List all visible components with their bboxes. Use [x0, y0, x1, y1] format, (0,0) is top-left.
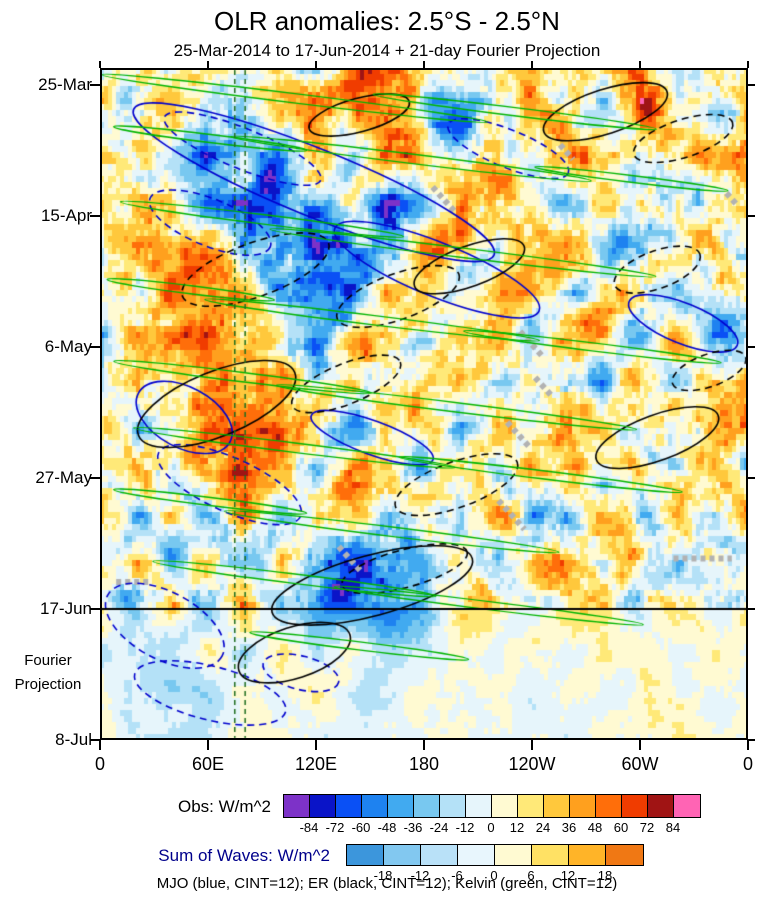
axis-tick-mark: [748, 345, 755, 348]
colorbar-tick-label: -72: [325, 820, 345, 835]
colorbar-cell: [336, 795, 362, 817]
axis-tick-mark: [748, 476, 755, 479]
waves-colorbar-label: Sum of Waves: W/m^2: [158, 846, 330, 865]
colorbar-cell: [492, 795, 518, 817]
colorbar-tick-label: -12: [455, 820, 475, 835]
x-tick-label: 60W: [621, 754, 659, 774]
axis-tick-mark: [90, 345, 100, 348]
axis-tick-mark: [748, 607, 755, 610]
axis-tick-mark: [315, 740, 317, 750]
y-tick-label: 27-May: [35, 467, 92, 487]
axis-tick-mark: [639, 740, 641, 750]
axis-tick-mark: [747, 740, 749, 750]
axis-tick-mark: [747, 61, 749, 68]
colorbar-cell: [570, 795, 596, 817]
colorbar-cell: [495, 845, 532, 865]
fourier-projection-label-line2: Projection: [14, 676, 82, 693]
colorbar-tick-label: 60: [613, 820, 629, 835]
axis-tick-mark: [207, 740, 209, 750]
colorbar-cell: [606, 845, 643, 865]
colorbar-tick-label: 36: [561, 820, 577, 835]
colorbar-tick-label: 72: [639, 820, 655, 835]
x-tick-label: 180: [408, 754, 440, 774]
y-tick-label: 6-May: [44, 336, 92, 356]
colorbar-tick-label: 84: [665, 820, 681, 835]
colorbar-cell: [284, 795, 310, 817]
x-tick-label: 120E: [294, 754, 338, 774]
axis-tick-mark: [748, 83, 755, 86]
axis-tick-mark: [639, 61, 641, 68]
colorbar-cell: [518, 795, 544, 817]
colorbar-tick-label: 6: [527, 868, 535, 883]
axis-tick-mark: [90, 739, 100, 741]
colorbar-tick-label: 48: [587, 820, 603, 835]
axis-tick-mark: [531, 61, 533, 68]
y-tick-label: 25-Mar: [38, 74, 92, 94]
colorbar-cell: [347, 845, 384, 865]
x-tick-label: 0: [94, 754, 105, 774]
colorbar-cell: [440, 795, 466, 817]
colorbar-cell: [532, 845, 569, 865]
hovmoller-plot: [100, 68, 748, 740]
y-tick-label: 8-Jul: [55, 730, 92, 749]
colorbar-cell: [458, 845, 495, 865]
axis-tick-mark: [423, 61, 425, 68]
colorbar-tick-label: 0: [490, 868, 498, 883]
axis-tick-mark: [315, 61, 317, 68]
colorbar-tick-label: 0: [487, 820, 495, 835]
x-tick-label: 60E: [191, 754, 225, 774]
obs-colorbar: [283, 794, 701, 818]
axis-tick-mark: [748, 214, 755, 217]
colorbar-tick-label: -12: [410, 868, 430, 883]
colorbar-tick-label: 12: [560, 868, 576, 883]
colorbar-tick-label: 18: [597, 868, 613, 883]
colorbar-cell: [674, 795, 700, 817]
fourier-projection-label-line1: Fourier: [24, 652, 72, 669]
y-tick-label: 15-Apr: [40, 205, 92, 225]
colorbar-tick-label: -48: [377, 820, 397, 835]
colorbar-tick-label: 12: [509, 820, 525, 835]
colorbar-tick-label: -84: [299, 820, 319, 835]
colorbar-cell: [421, 845, 458, 865]
y-tick-label: 17-Jun: [40, 598, 92, 618]
colorbar-cell: [569, 845, 606, 865]
heatmap-canvas: [100, 68, 748, 740]
axis-tick-mark: [531, 740, 533, 750]
colorbar-cell: [362, 795, 388, 817]
axis-tick-mark: [99, 740, 101, 750]
colorbar-cell: [466, 795, 492, 817]
x-tick-label: 120W: [508, 754, 556, 774]
colorbar-cell: [544, 795, 570, 817]
colorbar-tick-label: -6: [451, 868, 463, 883]
obs-colorbar-label: Obs: W/m^2: [178, 797, 271, 816]
axis-tick-mark: [748, 739, 755, 741]
colorbar-cell: [596, 795, 622, 817]
chart-title: OLR anomalies: 2.5°S - 2.5°N: [214, 6, 560, 36]
colorbar-tick-label: -24: [429, 820, 449, 835]
colorbar-cell: [388, 795, 414, 817]
x-tick-label: 0: [742, 754, 753, 774]
axis-tick-mark: [90, 83, 100, 86]
wave-legend-caption: MJO (blue, CINT=12); ER (black, CINT=12)…: [156, 875, 618, 892]
colorbar-tick-label: -18: [373, 868, 393, 883]
axis-tick-mark: [90, 607, 100, 610]
axis-tick-mark: [423, 740, 425, 750]
colorbar-cell: [648, 795, 674, 817]
colorbar-cell: [310, 795, 336, 817]
colorbar-cell: [414, 795, 440, 817]
axis-tick-mark: [99, 61, 101, 68]
colorbar-tick-label: 24: [535, 820, 551, 835]
colorbar-cell: [622, 795, 648, 817]
axis-tick-mark: [90, 476, 100, 479]
colorbar-cell: [384, 845, 421, 865]
axis-tick-mark: [207, 61, 209, 68]
axis-tick-mark: [90, 214, 100, 217]
chart-subtitle: 25-Mar-2014 to 17-Jun-2014 + 21-day Four…: [173, 41, 601, 60]
colorbar-tick-label: -36: [403, 820, 423, 835]
colorbar-tick-label: -60: [351, 820, 371, 835]
waves-colorbar: [346, 844, 644, 866]
